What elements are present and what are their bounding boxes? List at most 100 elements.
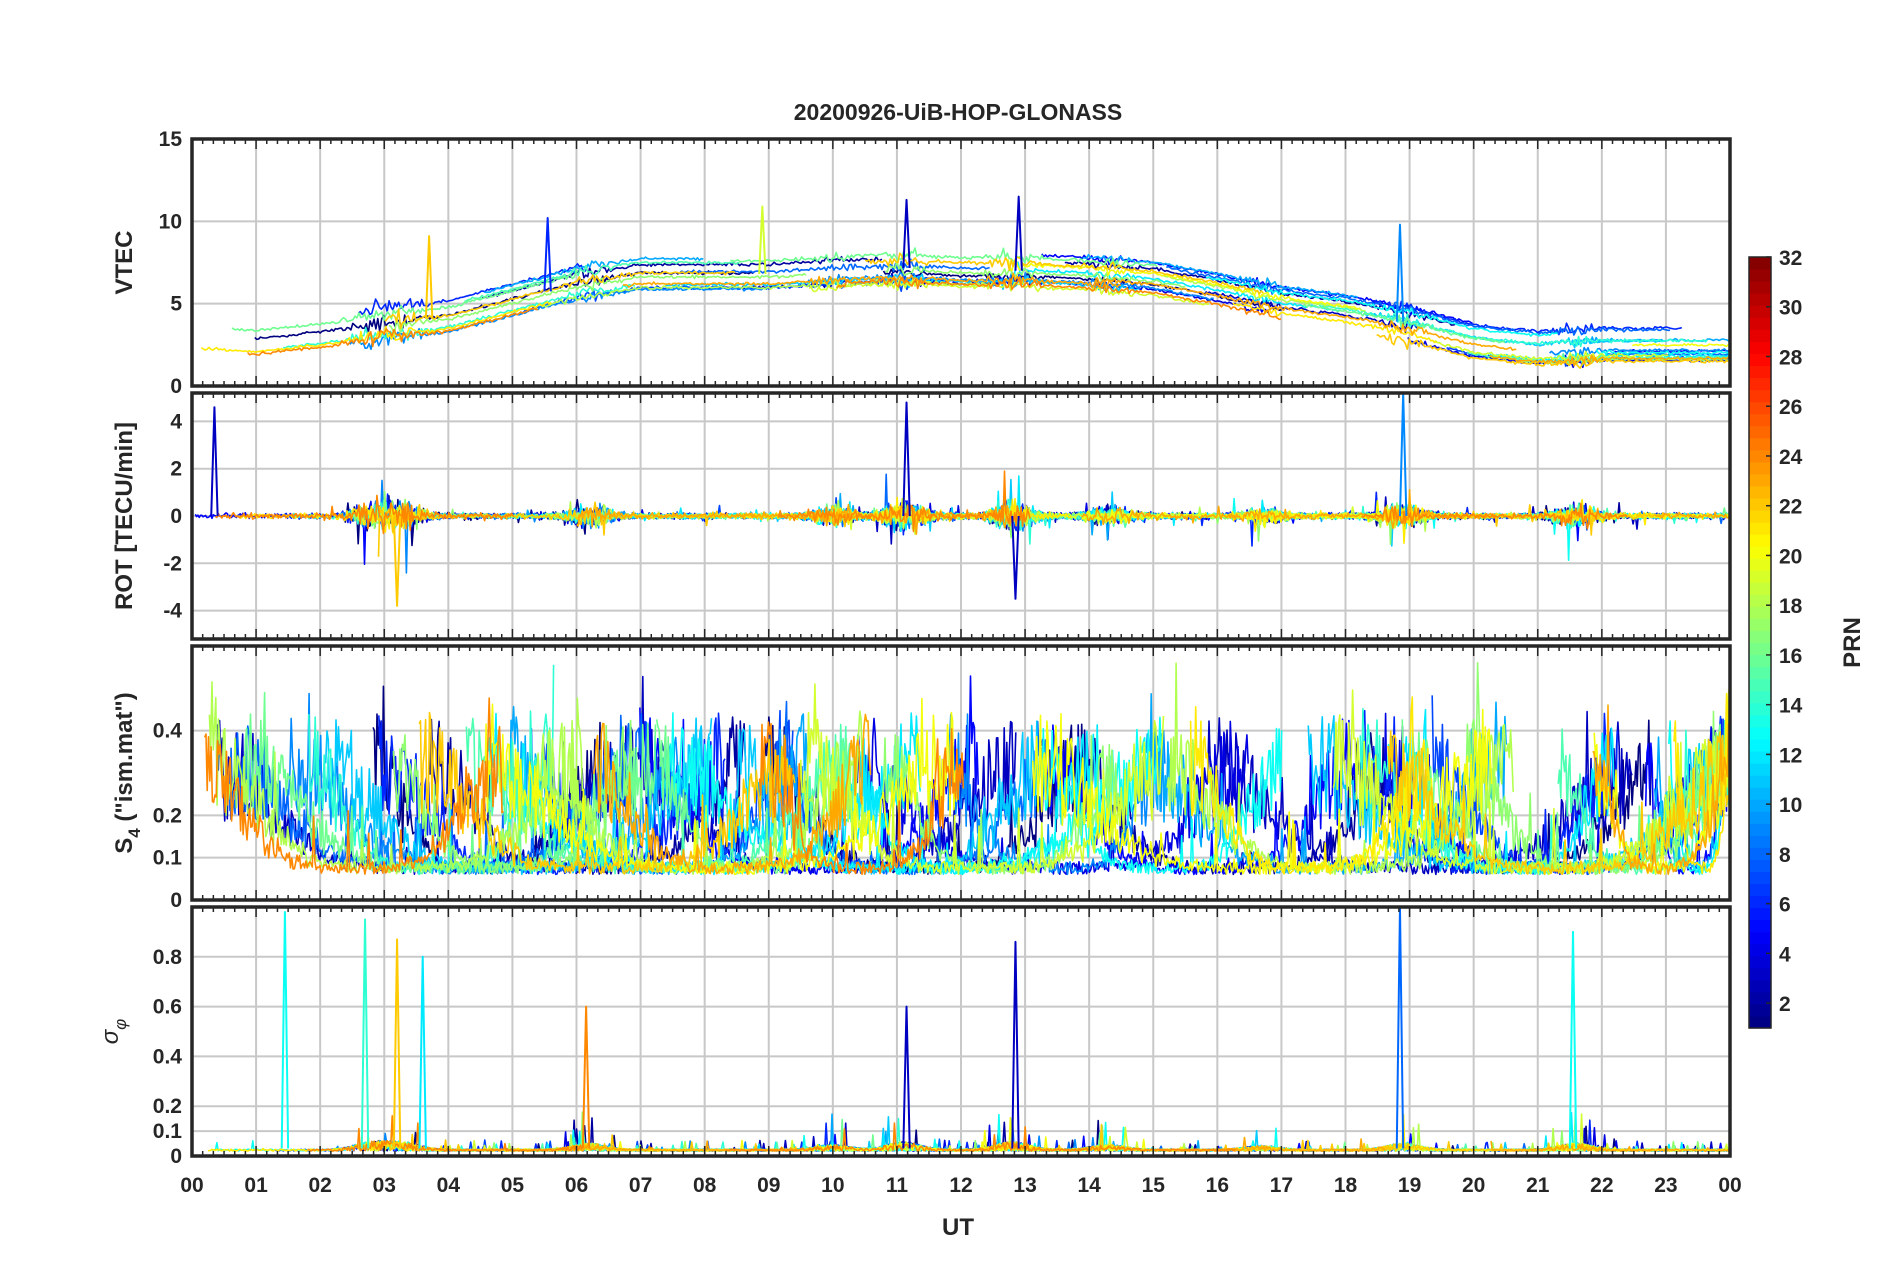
event-spike (1398, 393, 1408, 517)
x-tick-label: 14 (1077, 1174, 1101, 1197)
y-tick-label: 15 (159, 128, 183, 151)
series-line-prn-17 (885, 260, 1186, 288)
colorbar-segment (1749, 546, 1771, 559)
series-line-prn-24 (724, 1122, 1237, 1152)
colorbar-segment (1749, 570, 1771, 583)
colorbar-segment (1749, 835, 1771, 848)
x-tick-label: 05 (501, 1174, 525, 1197)
y-tick-label: -4 (163, 600, 182, 623)
series-line-prn-14 (1318, 304, 1708, 348)
colorbar-segment (1749, 859, 1771, 872)
series-line-prn-19 (798, 683, 1165, 876)
series-line-prn-20 (481, 697, 958, 876)
y-axis-label: σφ (97, 1019, 130, 1045)
panel-s4: 0 0.1 0.2 0.4 S4 ("ism.mat") (111, 644, 1732, 912)
y-tick-label: 4 (170, 410, 182, 433)
colorbar-segment (1749, 594, 1771, 607)
colorbar-segment (1749, 750, 1771, 764)
colorbar-tick-label: 8 (1779, 844, 1791, 867)
colorbar-segment (1749, 979, 1771, 993)
event-spike (392, 515, 402, 607)
colorbar-segment (1749, 787, 1771, 800)
event-spike (902, 401, 911, 517)
event-spike (543, 217, 552, 292)
y-tick-label: 0.2 (153, 1095, 182, 1118)
colorbar-segment (1749, 293, 1771, 306)
colorbar-segment (1749, 1003, 1771, 1017)
series-line-prn-10 (1082, 253, 1358, 299)
colorbar-segment (1749, 413, 1771, 427)
y-tick-label: 0.6 (153, 996, 182, 1019)
series-line-prn-23 (1094, 276, 1517, 352)
event-spike (1395, 223, 1405, 322)
colorbar-tick-label: 28 (1779, 346, 1803, 369)
x-tick-label: 10 (821, 1174, 844, 1197)
series-line-prn-24 (203, 697, 504, 875)
colorbar-tick-label: 22 (1779, 496, 1802, 519)
colorbar-segment (1749, 642, 1771, 656)
colorbar-segment (1749, 425, 1771, 439)
x-tick-label: 00 (180, 1174, 203, 1197)
x-tick-label: 11 (886, 1174, 909, 1197)
series-line-prn-23 (1592, 704, 1730, 876)
series-line-prn-20 (1007, 258, 1361, 310)
series-line-prn-21 (1189, 696, 1430, 875)
event-spike (1568, 930, 1578, 1149)
colorbar-segment (1749, 317, 1771, 330)
panel-sigma_phi: 00.10.2 0.4 0.6 0.8 σφ (97, 905, 1732, 1168)
series-line-prn-24 (836, 276, 1282, 321)
y-tick-label: 0 (170, 505, 182, 528)
series-group (203, 662, 1730, 876)
event-spike (902, 198, 911, 268)
tick-marks (191, 393, 1731, 639)
tick-marks (191, 139, 1731, 386)
series-line-prn-6 (357, 263, 588, 316)
colorbar-segment (1749, 509, 1771, 523)
colorbar-tick-label: 32 (1779, 247, 1802, 270)
colorbar-segment (1749, 907, 1771, 921)
x-tick-label: 15 (1142, 1174, 1166, 1197)
colorbar-segment (1749, 618, 1771, 632)
series-line-prn-23 (623, 272, 1122, 289)
series-line-prn-23 (1081, 488, 1498, 530)
x-tick-label: 01 (244, 1174, 268, 1197)
x-tick-label: 04 (437, 1174, 461, 1197)
colorbar-tick-label: 12 (1779, 744, 1802, 767)
colorbar-segment (1749, 389, 1771, 403)
x-tick-label: 22 (1590, 1174, 1613, 1197)
y-tick-label: 0.1 (153, 847, 183, 870)
colorbar-segment (1749, 353, 1771, 367)
tick-marks (191, 907, 1731, 1156)
x-axis-label: UT (942, 1214, 974, 1241)
colorbar-segment (1749, 678, 1771, 692)
colorbar-tick-label: 26 (1779, 396, 1802, 419)
colorbar-segment (1749, 811, 1771, 824)
series-line-prn-24 (215, 494, 515, 535)
colorbar-tick-label: 10 (1779, 794, 1802, 817)
event-spike (392, 938, 402, 1149)
series-line-prn-23 (1489, 354, 1730, 367)
series-line-prn-19 (1433, 340, 1669, 362)
colorbar-segment (1749, 1015, 1771, 1029)
x-tick-label: 00 (1718, 1174, 1741, 1197)
colorbar-segment (1749, 257, 1771, 270)
colorbar-segment (1749, 377, 1771, 391)
x-tick-label: 09 (757, 1174, 780, 1197)
y-tick-label: 0 (170, 1145, 182, 1168)
y-axis-label: VTEC (111, 230, 138, 294)
event-spike (581, 1005, 591, 1149)
colorbar-segment (1749, 401, 1771, 415)
colorbar-segment (1749, 726, 1771, 740)
colorbar-segment (1749, 991, 1771, 1005)
y-tick-label: 10 (159, 210, 182, 233)
event-spike (1014, 195, 1023, 271)
colorbar-segment (1749, 690, 1771, 704)
colorbar-segment (1749, 329, 1771, 342)
colorbar-segment (1749, 437, 1771, 451)
y-tick-label: 5 (170, 293, 182, 316)
series-line-prn-24 (777, 470, 1031, 533)
series-line-prn-12 (1011, 261, 1340, 312)
colorbar-segment (1749, 762, 1771, 776)
event-spike (902, 1005, 911, 1149)
